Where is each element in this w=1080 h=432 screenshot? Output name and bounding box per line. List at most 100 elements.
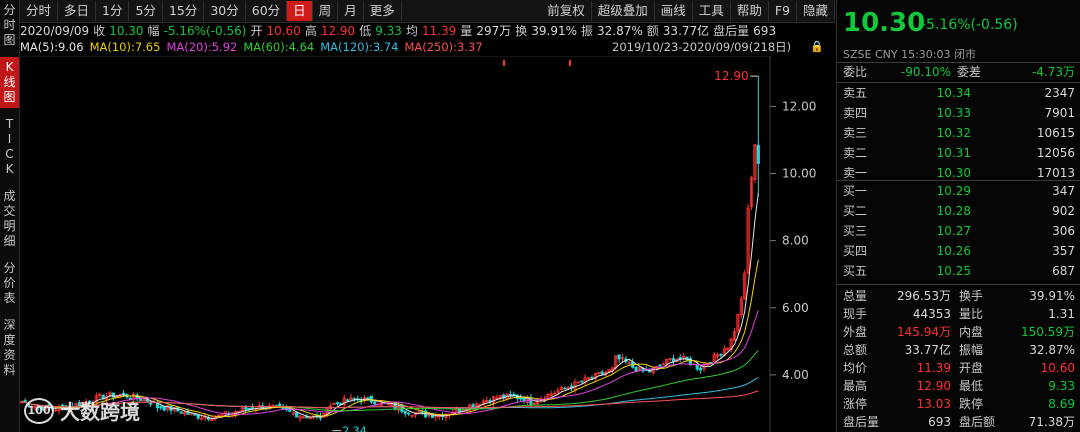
period-tab-1[interactable]: 多日	[58, 1, 97, 21]
period-tab-2[interactable]: 1分	[96, 1, 130, 21]
period-tab-0[interactable]: 分时	[20, 1, 59, 21]
y-tick-label: 6.00	[782, 301, 809, 315]
candle-body	[743, 272, 747, 300]
vtab-3[interactable]: 成交明细	[0, 186, 19, 252]
vtab-char: 时	[3, 18, 16, 32]
vtab-0[interactable]: 分时图	[0, 0, 19, 51]
candle-body	[386, 403, 390, 406]
candle-body	[508, 393, 513, 396]
vtab-4[interactable]: 分价表	[0, 258, 19, 309]
stat-row: 涨停 13.03 跌停 8.69	[837, 395, 1080, 413]
lock-icon[interactable]: 🔒	[810, 40, 824, 53]
info-amp: -5.16%(-0.56)	[163, 23, 247, 38]
stat-value: 33.77亿	[904, 343, 951, 357]
ask-volume: 2347	[1044, 86, 1075, 100]
candle-body	[712, 354, 716, 363]
tool-button-0[interactable]: 前复权	[541, 1, 592, 21]
bid-row: 买三 10.27 306	[837, 222, 1080, 240]
vtab-char: 深	[3, 318, 16, 332]
candle-body	[719, 353, 723, 356]
info-amp-label: 幅	[147, 24, 160, 38]
vtab-5[interactable]: 深度资料	[0, 315, 19, 381]
period-tab-4[interactable]: 15分	[163, 1, 205, 21]
webi-label: 委比	[843, 65, 868, 79]
bid-row: 买四 10.26 357	[837, 242, 1080, 260]
candle-body	[94, 395, 98, 403]
candle-body	[553, 392, 557, 395]
candle-body	[699, 367, 703, 371]
candle-body	[335, 402, 339, 405]
candle-body	[220, 414, 224, 416]
bid-label: 买五	[843, 264, 868, 278]
info-low: 9.33	[375, 23, 402, 38]
y-tick-label: 4.00	[782, 368, 809, 382]
period-tab-5[interactable]: 30分	[204, 1, 246, 21]
candle-body	[485, 399, 489, 403]
candle-body	[108, 392, 112, 396]
candle-body	[183, 411, 187, 415]
vtab-char: I	[7, 132, 12, 146]
info-date: 2020/09/09	[20, 23, 90, 38]
bid-volume: 357	[1052, 244, 1075, 258]
stat-label: 盘后量	[843, 415, 880, 429]
candle-body	[407, 412, 411, 415]
period-tab-8[interactable]: 周	[313, 1, 339, 21]
tool-button-4[interactable]: 帮助	[731, 1, 769, 21]
info-high-label: 高	[304, 24, 317, 38]
stat-value: 32.87%	[1029, 343, 1075, 357]
ma-legend-item: MA(5):9.06	[20, 40, 84, 54]
y-tick-label: 8.00	[782, 234, 809, 248]
period-tab-7[interactable]: 日	[287, 1, 313, 21]
tool-button-2[interactable]: 画线	[655, 1, 693, 21]
ma-line	[21, 259, 759, 418]
tool-button-6[interactable]: 隐藏	[797, 1, 835, 21]
candle-body	[661, 363, 665, 366]
stat-value: 150.59万	[1021, 325, 1075, 339]
info-vol-label: 量	[460, 24, 473, 38]
bid-volume: 306	[1052, 224, 1075, 238]
ask-label: 卖二	[843, 146, 868, 160]
candle-body	[149, 402, 153, 405]
stat-label: 总额	[843, 343, 868, 357]
order-ratio-row: 委比 -90.10% 委差 -4.73万	[837, 63, 1080, 81]
candle-body	[128, 397, 132, 400]
ask-row: 卖二 10.31 12056	[837, 144, 1080, 162]
period-tab-9[interactable]: 月	[338, 1, 364, 21]
watermark: 100 大数跨境	[24, 396, 140, 425]
ma-line	[21, 390, 759, 409]
period-tab-10[interactable]: 更多	[364, 1, 402, 21]
event-marker	[503, 60, 505, 66]
divider	[837, 82, 1080, 83]
info-turn: 39.91%	[531, 23, 577, 38]
tool-button-1[interactable]: 超级叠加	[592, 1, 655, 21]
candle-body	[481, 400, 485, 406]
bid-price: 10.27	[936, 224, 971, 238]
vtab-char: 明	[3, 219, 16, 233]
vtab-char: 资	[3, 348, 16, 362]
candle-body	[159, 406, 163, 409]
candle-body	[373, 401, 377, 405]
max-price-label: 12.90	[714, 69, 748, 83]
candle-body	[216, 414, 221, 417]
stat-row: 外盘 145.94万 内盘 150.59万	[837, 323, 1080, 341]
ma-legend: MA(5):9.06 MA(10):7.65 MA(20):5.92 MA(60):4…	[20, 39, 835, 55]
candle-body	[98, 394, 102, 397]
bid-price: 10.28	[936, 204, 971, 218]
tool-button-3[interactable]: 工具	[693, 1, 731, 21]
candle-body	[390, 403, 394, 406]
bid-label: 买三	[843, 224, 868, 238]
info-avg: 11.39	[421, 23, 457, 38]
candle-body	[403, 410, 407, 414]
kline-chart[interactable]: 12.00 10.00 8.00 6.00 4.00 12.90 2.34	[20, 56, 835, 432]
stat-label: 现手	[843, 307, 868, 321]
ask-volume: 17013	[1036, 166, 1075, 180]
period-tab-6[interactable]: 60分	[246, 1, 288, 21]
candle-body	[495, 397, 499, 400]
y-tick-label: 10.00	[782, 167, 816, 181]
stat-label: 最高	[843, 379, 868, 393]
candle-body	[563, 387, 567, 390]
period-tab-3[interactable]: 5分	[129, 1, 163, 21]
tool-button-5[interactable]: F9	[769, 1, 797, 21]
